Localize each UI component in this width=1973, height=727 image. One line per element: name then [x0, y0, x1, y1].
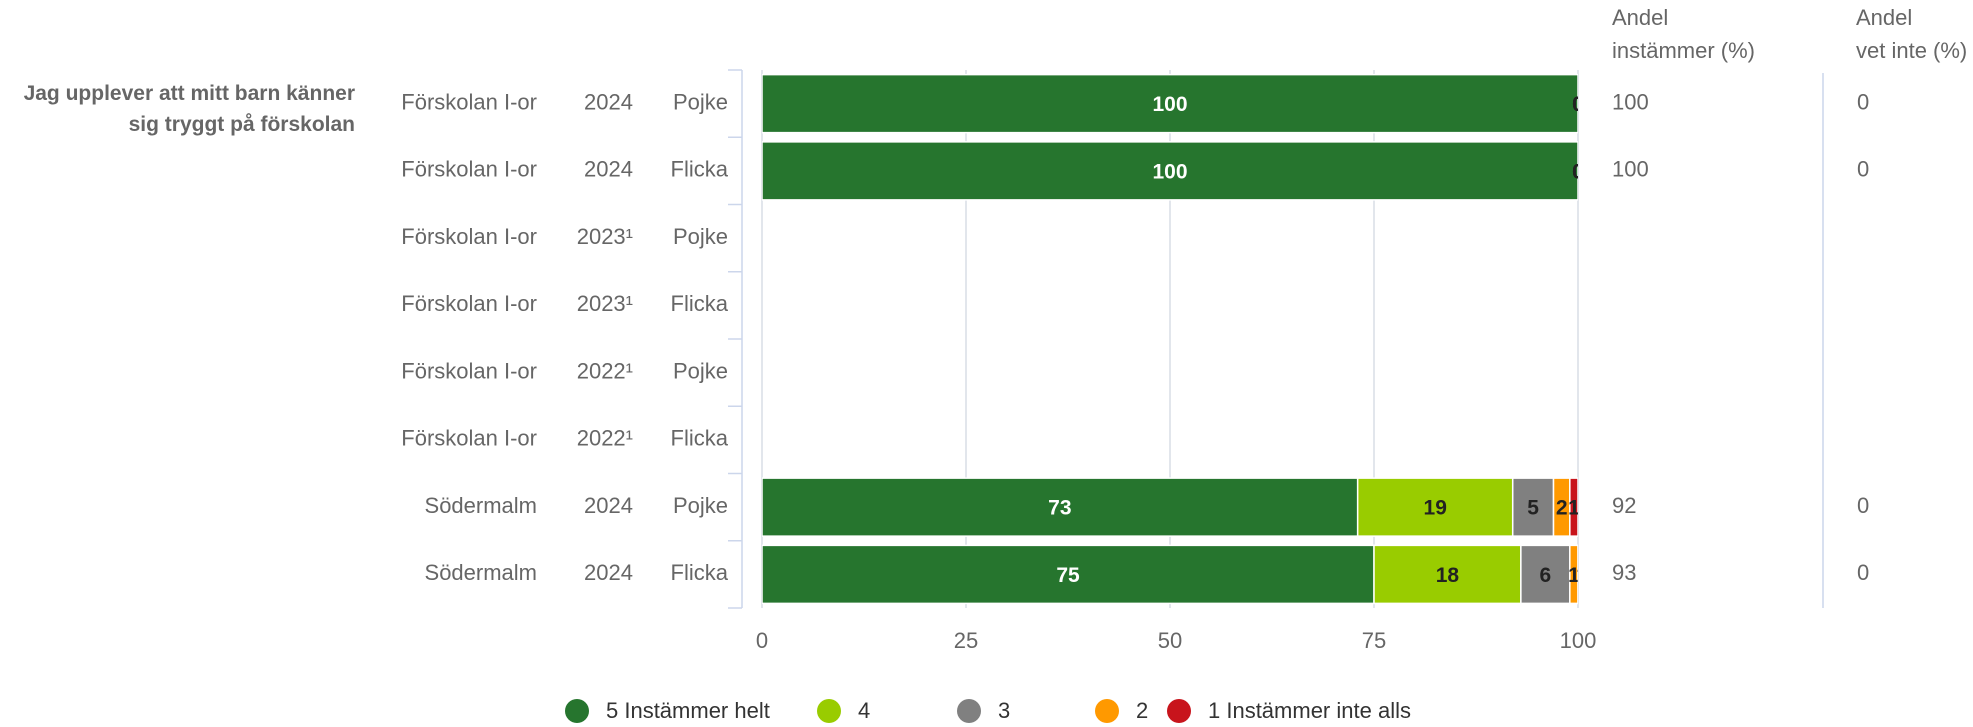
column-value: 100	[1612, 89, 1649, 114]
legend-marker	[1095, 699, 1119, 723]
x-tick-label: 25	[954, 628, 978, 653]
bar-segment	[762, 544, 1375, 605]
category-label: Förskolan I-or	[401, 426, 537, 451]
data-label: 0	[1572, 160, 1584, 183]
data-label: 100	[1152, 93, 1187, 116]
column-value: 100	[1612, 157, 1649, 182]
x-tick-label: 50	[1158, 628, 1182, 653]
data-label: 19	[1424, 497, 1447, 520]
category-label: 2023¹	[577, 224, 633, 249]
bar-segment	[1511, 477, 1555, 537]
category-label: Förskolan I-or	[401, 291, 537, 316]
category-label: Pojke	[673, 358, 728, 383]
category-label: Förskolan I-or	[401, 224, 537, 249]
data-label: 0	[1572, 93, 1584, 116]
category-label: 2024	[584, 157, 633, 182]
category-label: Pojke	[673, 493, 728, 518]
category-label: 2023¹	[577, 291, 633, 316]
data-label: 0	[1572, 93, 1584, 116]
data-label: 1	[1568, 497, 1580, 520]
bar-segment	[762, 73, 1578, 134]
bar-segment	[1373, 544, 1522, 605]
legend-label: 5 Instämmer helt	[606, 698, 770, 723]
question-label: Jag upplever att mitt barn känner sig tr…	[23, 82, 355, 136]
category-label: Södermalm	[425, 560, 537, 585]
data-label: 100	[1152, 160, 1187, 183]
category-label: 2024	[584, 493, 633, 518]
data-label: 1	[1568, 564, 1580, 587]
legend-label: 2	[1136, 698, 1148, 723]
category-label: Flicka	[671, 426, 729, 451]
column-value: 0	[1857, 89, 1869, 114]
category-label: Södermalm	[425, 493, 537, 518]
category-label: Flicka	[671, 157, 729, 182]
column-header: instämmer (%)	[1612, 38, 1755, 63]
column-header: vet inte (%)	[1856, 38, 1967, 63]
category-label: Flicka	[671, 291, 729, 316]
column-value: 92	[1612, 493, 1636, 518]
legend-label: 4	[858, 698, 870, 723]
column-value: 93	[1612, 560, 1636, 585]
x-tick-label: 75	[1362, 628, 1386, 653]
bar-segment	[762, 141, 1578, 201]
category-label: Flicka	[671, 560, 729, 585]
category-label: Pojke	[673, 89, 728, 114]
legend-marker	[817, 699, 841, 723]
category-label: Förskolan I-or	[401, 157, 537, 182]
x-tick-label: 0	[756, 628, 768, 653]
legend-label: 3	[998, 698, 1010, 723]
bar-segment	[1356, 477, 1514, 537]
category-label: 2024	[584, 560, 633, 585]
legend-label: 1 Instämmer inte alls	[1208, 698, 1411, 723]
data-label: 0	[1572, 93, 1584, 116]
category-label: 2022¹	[577, 426, 633, 451]
data-label: 0	[1572, 160, 1584, 183]
legend-marker	[957, 699, 981, 723]
column-value: 0	[1857, 560, 1869, 585]
bar-segment	[1520, 544, 1571, 605]
data-label: 75	[1056, 564, 1080, 587]
bar-segment	[762, 477, 1359, 537]
data-label: 5	[1527, 497, 1539, 520]
bar-segment	[1577, 544, 1578, 605]
x-tick-label: 100	[1560, 628, 1597, 653]
data-label: 1	[1576, 564, 1588, 587]
bar-segment	[1569, 477, 1578, 537]
data-label: 0	[1572, 93, 1584, 116]
data-label: 2	[1556, 497, 1568, 520]
data-label: 73	[1048, 497, 1071, 520]
column-header: Andel	[1612, 5, 1668, 30]
column-header: Andel	[1856, 5, 1912, 30]
category-label: Förskolan I-or	[401, 358, 537, 383]
category-label: 2022¹	[577, 358, 633, 383]
legend-marker	[565, 699, 589, 723]
category-label: 2024	[584, 89, 633, 114]
column-value: 0	[1857, 493, 1869, 518]
data-label: 0	[1572, 160, 1584, 183]
category-label: Pojke	[673, 224, 728, 249]
data-label: 0	[1572, 160, 1584, 183]
column-value: 0	[1857, 157, 1869, 182]
data-label: 18	[1436, 564, 1460, 587]
legend-marker	[1167, 699, 1191, 723]
category-label: Förskolan I-or	[401, 89, 537, 114]
data-label: 6	[1540, 564, 1552, 587]
